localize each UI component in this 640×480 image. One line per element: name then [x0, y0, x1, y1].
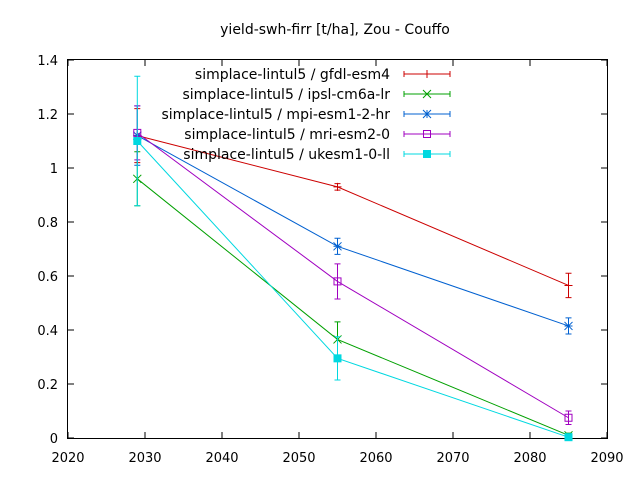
- y-tick-label: 1.4: [37, 54, 58, 69]
- legend-errorbar-caps: [403, 151, 451, 157]
- data-point: [333, 182, 342, 191]
- x-tick-label: 2020: [51, 451, 84, 466]
- legend-label: simplace-lintul5 / gfdl-esm4: [195, 67, 390, 83]
- legend-errorbar-caps: [403, 71, 451, 77]
- y-tick-label: 0.6: [37, 270, 58, 285]
- data-point: [564, 281, 573, 290]
- data-point: [564, 433, 573, 442]
- x-tick-label: 2090: [590, 451, 623, 466]
- series-line: [137, 132, 569, 419]
- x-tick-label: 2080: [513, 451, 546, 466]
- legend-label: simplace-lintul5 / mpi-esm1-2-hr: [161, 107, 390, 123]
- legend-label: simplace-lintul5 / mri-esm2-0: [184, 127, 390, 143]
- x-tick-label: 2040: [205, 451, 238, 466]
- data-point: [564, 321, 573, 331]
- data-point: [333, 277, 342, 286]
- x-tick-label: 2060: [359, 451, 392, 466]
- x-tick-label: 2050: [282, 451, 315, 466]
- legend-marker: [423, 150, 431, 158]
- legend-label: simplace-lintul5 / ukesm1-0-ll: [183, 147, 390, 163]
- data-point: [333, 241, 342, 251]
- legend-marker: [422, 109, 432, 119]
- y-tick-label: 0.4: [37, 324, 58, 339]
- error-bar: [334, 263, 341, 300]
- legend-marker: [423, 70, 431, 78]
- y-tick-label: 0.8: [37, 216, 58, 231]
- y-tick-label: 0: [50, 432, 58, 447]
- axis-ticks: 2020 2030 2040 2050 2060 2070 2080 2090 0 0.2 0.4 0…: [37, 54, 623, 466]
- legend-marker: [423, 130, 431, 138]
- chart-title: yield-swh-firr [t/ha], Zou - Couffo: [220, 22, 450, 38]
- legend: simplace-lintul5 / gfdl-esm4 simplace-lin…: [161, 67, 451, 163]
- legend-errorbar-caps: [403, 91, 451, 97]
- series-2: [132, 151, 573, 440]
- x-tick-label: 2030: [128, 451, 161, 466]
- error-bar: [565, 410, 572, 425]
- data-point: [333, 354, 342, 363]
- data-point: [133, 137, 142, 145]
- y-tick-label: 0.2: [37, 378, 58, 393]
- series-line: [136, 178, 569, 436]
- x-tick-label: 2070: [436, 451, 469, 466]
- series-line: [136, 140, 569, 438]
- series-5: [133, 75, 573, 442]
- y-tick-label: 1: [50, 162, 58, 177]
- series-layer: [132, 75, 573, 442]
- legend-marker: [422, 89, 432, 99]
- legend-label: simplace-lintul5 / ipsl-cm6a-lr: [183, 87, 391, 103]
- data-point: [564, 413, 573, 422]
- plot-frame: [67, 59, 608, 439]
- legend-errorbar-caps: [403, 111, 451, 117]
- legend-errorbar-caps: [403, 131, 451, 137]
- y-tick-label: 1.2: [37, 108, 58, 123]
